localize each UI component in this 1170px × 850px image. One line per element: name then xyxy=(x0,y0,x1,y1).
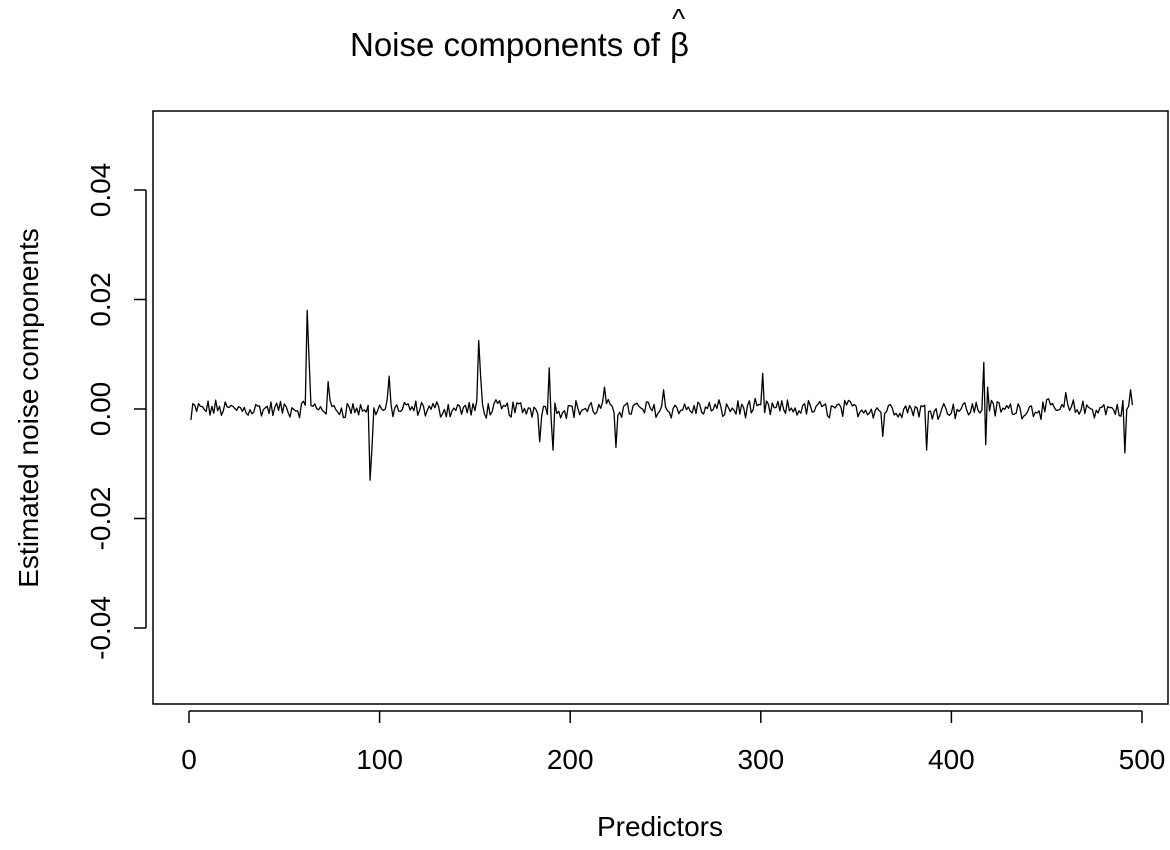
plot-frame xyxy=(152,110,1169,705)
x-axis-label: Predictors xyxy=(597,811,723,842)
y-tick-label: 0.04 xyxy=(85,163,116,218)
y-tick-label: 0.00 xyxy=(85,382,116,437)
x-axis: 0 100 200 300 400 500 xyxy=(181,710,1166,775)
y-axis: -0.04 -0.02 0.00 0.02 0.04 xyxy=(85,163,147,660)
y-tick-label: 0.02 xyxy=(85,272,116,327)
chart-title: Noise components of β ^ xyxy=(350,3,689,63)
x-tick-label: 0 xyxy=(181,744,197,775)
chart-title-hat: ^ xyxy=(672,3,685,34)
x-tick-label: 300 xyxy=(737,744,784,775)
x-tick-label: 100 xyxy=(356,744,403,775)
x-tick-label: 200 xyxy=(547,744,594,775)
y-tick-label: -0.02 xyxy=(85,487,116,551)
y-tick-label: -0.04 xyxy=(85,596,116,660)
chart-title-beta: β xyxy=(670,26,689,63)
x-tick-label: 400 xyxy=(928,744,975,775)
chart-title-text: Noise components of xyxy=(350,26,661,63)
series-line xyxy=(190,309,1134,481)
y-axis-label: Estimated noise components xyxy=(13,228,44,588)
x-tick-label: 500 xyxy=(1119,744,1166,775)
